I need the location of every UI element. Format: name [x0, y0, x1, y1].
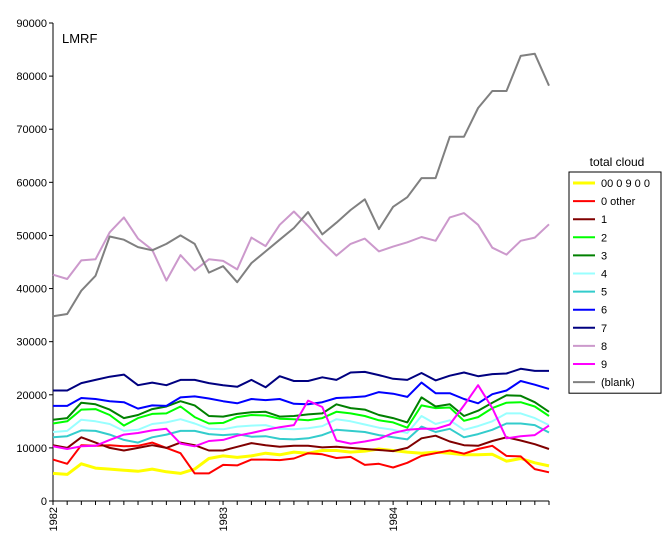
x-tick-label: 1983 — [218, 507, 230, 531]
y-tick-label: 30000 — [16, 337, 47, 349]
legend-entry: 5 — [601, 287, 607, 299]
y-tick-label: 60000 — [16, 177, 47, 189]
series-line-9 — [52, 210, 550, 282]
y-tick-label: 20000 — [16, 390, 47, 402]
series-line-5 — [52, 412, 550, 434]
legend-entry: 0 other — [601, 196, 636, 208]
x-tick-label: 1984 — [388, 507, 400, 531]
series-line-1 — [52, 441, 550, 475]
series-line-8 — [53, 367, 549, 392]
legend-entry: 4 — [601, 269, 607, 281]
y-tick-label: 10000 — [16, 443, 47, 455]
y-tick-label: 0 — [41, 496, 47, 508]
y-tick-label: 70000 — [16, 124, 47, 136]
legend-entry: 3 — [601, 250, 607, 262]
series-line-7 — [53, 380, 550, 410]
chart-title: LMRF — [62, 31, 97, 46]
legend-entry: 6 — [601, 305, 607, 317]
x-axis: 1982 1983 1984 — [48, 500, 550, 531]
series-line-0 — [52, 447, 550, 476]
series-line-2 — [52, 434, 550, 453]
legend-title: total cloud — [590, 155, 645, 169]
legend-entry: 2 — [601, 232, 607, 244]
legend-entry: 9 — [601, 359, 607, 371]
series-line-11 — [52, 52, 550, 318]
legend-entry: 1 — [601, 214, 607, 226]
legend-entry: 00 0 9 0 0 — [601, 178, 650, 190]
series-line-10 — [52, 384, 550, 450]
legend-entry: 8 — [601, 341, 607, 353]
y-axis: 0 10000 20000 30000 40000 50000 60000 70000 8000… — [16, 18, 54, 508]
y-tick-label: 90000 — [16, 18, 47, 30]
x-tick-label: 1982 — [48, 507, 60, 531]
legend-entry: 7 — [601, 323, 607, 335]
series-lines — [52, 52, 550, 476]
y-tick-label: 80000 — [16, 71, 47, 83]
y-tick-label: 50000 — [16, 230, 47, 242]
series-line-3 — [52, 401, 550, 429]
legend-entry: (blank) — [601, 377, 635, 389]
series-line-4 — [52, 394, 550, 424]
y-tick-label: 40000 — [16, 284, 47, 296]
series-line-6 — [52, 422, 550, 444]
legend-box — [568, 171, 662, 394]
legend: total cloud 00 0 9 0 0 0 other 1 2 3 4 5 6 7 8 9 (b… — [568, 155, 662, 394]
